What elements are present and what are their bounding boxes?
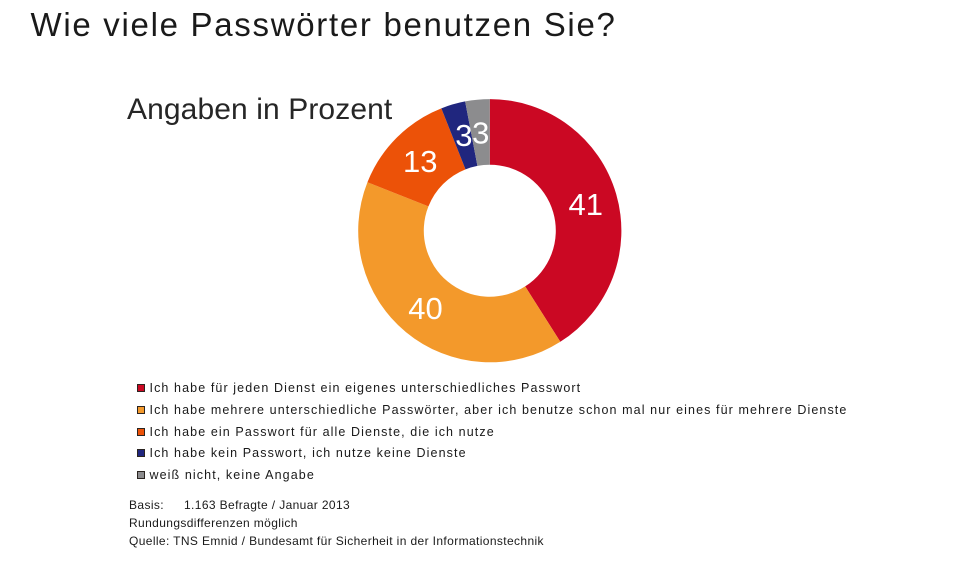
svg-text:40: 40 [408,291,442,326]
svg-text:3: 3 [455,118,472,153]
svg-text:3: 3 [472,116,489,151]
svg-text:13: 13 [403,144,437,179]
svg-text:41: 41 [569,187,603,222]
